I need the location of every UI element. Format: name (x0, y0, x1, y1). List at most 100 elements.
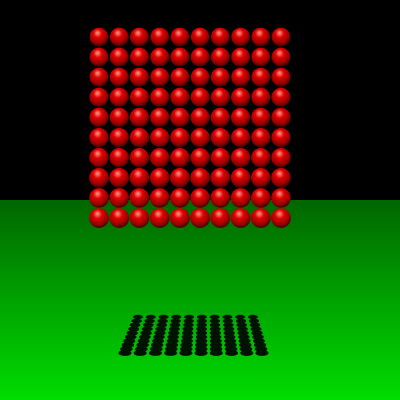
red-sphere (170, 188, 190, 208)
sphere-shadow (209, 314, 220, 320)
sphere-shadow (157, 318, 168, 324)
sphere-shadow (236, 322, 247, 328)
red-sphere (231, 27, 250, 47)
sphere-shadow (252, 334, 264, 340)
red-sphere (89, 128, 109, 148)
sphere-shadow (166, 338, 179, 344)
red-sphere (230, 148, 251, 168)
sphere-shadow (195, 342, 208, 348)
sphere-shadow (183, 318, 194, 324)
red-sphere (210, 188, 231, 208)
sphere-shadow (140, 330, 152, 336)
red-sphere (89, 47, 109, 67)
red-sphere (89, 87, 109, 107)
sphere-shadow (148, 350, 162, 356)
sphere-shadow (128, 326, 140, 332)
red-sphere (109, 67, 129, 87)
sphere-shadow (209, 350, 223, 356)
red-sphere (250, 168, 271, 188)
red-sphere (89, 67, 109, 87)
sphere-shadow (235, 318, 247, 324)
red-sphere (190, 67, 210, 87)
red-sphere (210, 87, 230, 107)
sphere-shadow (223, 326, 235, 332)
red-sphere (89, 208, 109, 228)
red-sphere (271, 107, 291, 127)
red-sphere (271, 148, 291, 168)
red-sphere (170, 87, 190, 107)
red-sphere (271, 208, 291, 228)
red-sphere (210, 168, 231, 188)
sphere-shadow (154, 330, 166, 336)
red-sphere (89, 148, 109, 168)
sphere-shadow (195, 334, 208, 340)
sphere-grid (89, 27, 291, 228)
sphere-shadow (169, 322, 181, 328)
sphere-shadow (183, 322, 194, 328)
red-sphere (109, 27, 129, 47)
sphere-shadow (248, 314, 258, 320)
red-sphere (251, 87, 271, 107)
sphere-shadow (223, 322, 234, 328)
sphere-shadow (209, 330, 222, 336)
sphere-shadow (181, 338, 193, 344)
sphere-shadow (209, 342, 223, 348)
red-sphere (109, 128, 129, 148)
sphere-shadow (195, 338, 208, 344)
sphere-shadow (222, 318, 234, 324)
red-sphere (190, 107, 210, 127)
red-sphere (231, 107, 251, 127)
red-sphere (190, 47, 210, 67)
red-sphere (190, 208, 211, 228)
sphere-shadow (133, 314, 143, 320)
red-sphere (89, 188, 109, 208)
sphere-shadow (131, 318, 142, 324)
red-sphere (190, 128, 210, 148)
red-sphere (190, 188, 210, 208)
shadow-grid (118, 314, 269, 356)
red-sphere (129, 128, 149, 148)
sphere-shadow (225, 350, 239, 356)
red-sphere (210, 67, 230, 87)
sphere-shadow (144, 318, 155, 324)
red-sphere (170, 168, 190, 188)
sphere-shadow (223, 330, 235, 336)
red-sphere (251, 107, 271, 127)
red-sphere (190, 148, 210, 168)
sphere-shadow (181, 334, 194, 340)
red-sphere (211, 27, 230, 47)
red-sphere (230, 208, 251, 228)
red-sphere (150, 67, 170, 87)
red-sphere (210, 128, 230, 148)
red-sphere (251, 148, 271, 168)
sphere-shadow (129, 322, 141, 328)
red-sphere (149, 168, 170, 188)
sphere-shadow (156, 322, 168, 328)
red-sphere (150, 128, 170, 148)
red-sphere (89, 27, 109, 47)
red-sphere (271, 87, 291, 107)
sphere-shadow (167, 334, 179, 340)
red-sphere (231, 128, 251, 148)
red-sphere (251, 128, 271, 148)
red-sphere (89, 107, 109, 127)
red-sphere (190, 87, 210, 107)
red-sphere (150, 148, 170, 168)
red-sphere (210, 107, 230, 127)
red-sphere (251, 67, 271, 87)
red-sphere (170, 128, 190, 148)
red-sphere (130, 67, 149, 87)
red-sphere (109, 148, 129, 168)
red-sphere (130, 27, 149, 47)
red-sphere (170, 107, 190, 127)
red-sphere (190, 168, 210, 188)
red-sphere (231, 87, 251, 107)
red-sphere (150, 27, 169, 47)
green-floor-plane (0, 200, 400, 400)
red-sphere (271, 168, 291, 188)
red-sphere (129, 148, 150, 168)
sphere-shadow (224, 338, 237, 344)
red-sphere (271, 67, 291, 87)
red-sphere (129, 208, 150, 228)
sphere-shadow (209, 322, 221, 328)
